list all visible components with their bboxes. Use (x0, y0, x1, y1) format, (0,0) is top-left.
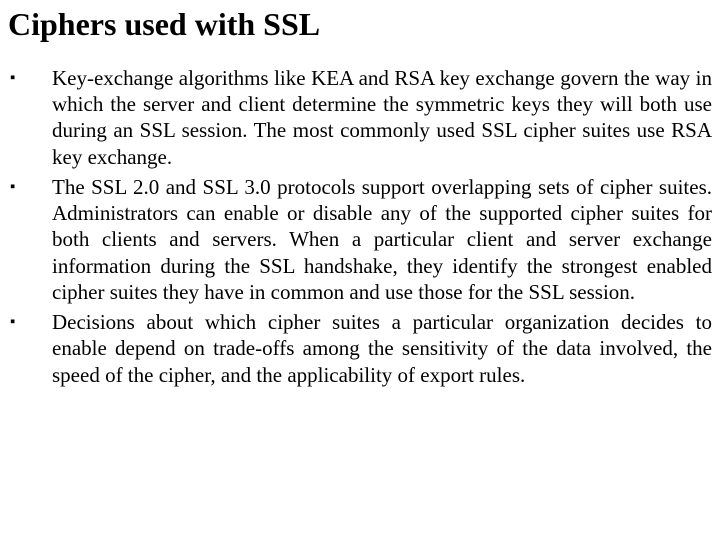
page-title: Ciphers used with SSL (8, 6, 712, 43)
square-bullet-icon: ▪ (8, 65, 52, 91)
square-bullet-icon: ▪ (8, 309, 52, 335)
bullet-text: Decisions about which cipher suites a pa… (52, 309, 712, 388)
bullet-list: ▪ Key-exchange algorithms like KEA and R… (8, 65, 712, 388)
square-bullet-icon: ▪ (8, 174, 52, 200)
bullet-text: The SSL 2.0 and SSL 3.0 protocols suppor… (52, 174, 712, 305)
list-item: ▪ Key-exchange algorithms like KEA and R… (8, 65, 712, 170)
slide-container: Ciphers used with SSL ▪ Key-exchange alg… (0, 0, 720, 540)
list-item: ▪ Decisions about which cipher suites a … (8, 309, 712, 388)
list-item: ▪ The SSL 2.0 and SSL 3.0 protocols supp… (8, 174, 712, 305)
bullet-text: Key-exchange algorithms like KEA and RSA… (52, 65, 712, 170)
